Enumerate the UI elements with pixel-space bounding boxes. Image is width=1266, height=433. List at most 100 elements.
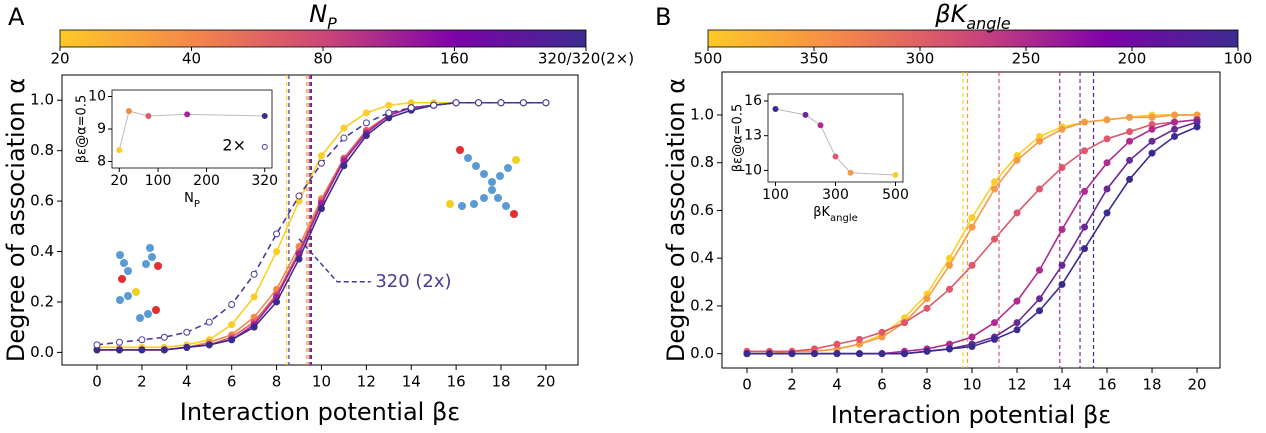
data-point bbox=[991, 319, 999, 327]
data-point bbox=[1171, 125, 1179, 133]
data-point bbox=[991, 178, 999, 186]
inset-point bbox=[184, 111, 191, 118]
data-point bbox=[273, 248, 281, 256]
annotation: 320 (2x) bbox=[375, 271, 451, 292]
colorbar-tick-label: 200 bbox=[1118, 50, 1147, 68]
y-tick-label: 0.4 bbox=[30, 242, 54, 260]
data-point bbox=[923, 347, 931, 355]
data-point bbox=[295, 255, 303, 263]
data-point bbox=[295, 192, 303, 200]
data-point bbox=[968, 333, 976, 341]
inset-y-label: βε@α=0.5 bbox=[75, 95, 90, 163]
data-point bbox=[1193, 123, 1201, 131]
inset-point bbox=[847, 169, 854, 176]
x-tick-label: 2 bbox=[137, 373, 147, 391]
y-tick-label: 1.0 bbox=[690, 105, 714, 123]
data-point bbox=[833, 350, 841, 358]
data-point bbox=[1103, 209, 1111, 217]
inset-y-tick-label: 8 bbox=[97, 154, 106, 170]
plot-frame bbox=[721, 71, 1221, 369]
data-point bbox=[362, 119, 370, 127]
colorbar-tick-label: 20 bbox=[50, 50, 69, 68]
x-tick-label: 16 bbox=[1097, 376, 1116, 394]
y-tick-label: 1.0 bbox=[30, 91, 54, 109]
data-point bbox=[878, 350, 886, 358]
data-point bbox=[497, 99, 505, 107]
data-point bbox=[340, 124, 348, 132]
data-point bbox=[1148, 149, 1156, 157]
data-point bbox=[1081, 147, 1089, 155]
data-point bbox=[1058, 163, 1066, 171]
colorbar-title: βKangle bbox=[934, 0, 1011, 33]
data-point bbox=[1126, 113, 1134, 121]
inset-x-label: NP bbox=[184, 191, 200, 210]
x-tick-label: 14 bbox=[1052, 376, 1071, 394]
x-tick-label: 18 bbox=[491, 373, 510, 391]
data-point bbox=[968, 214, 976, 222]
data-point bbox=[273, 298, 281, 306]
data-point bbox=[1058, 280, 1066, 288]
x-tick-label: 18 bbox=[1142, 376, 1161, 394]
data-point bbox=[385, 109, 393, 117]
colorbar bbox=[707, 29, 1239, 48]
data-point bbox=[946, 254, 954, 262]
data-point bbox=[1013, 156, 1021, 164]
data-point bbox=[1036, 266, 1044, 274]
x-tick-label: 6 bbox=[877, 376, 887, 394]
data-point bbox=[1103, 135, 1111, 143]
colorbar-title: NP bbox=[309, 0, 337, 33]
colorbar bbox=[59, 29, 587, 48]
x-tick-label: 20 bbox=[1187, 376, 1206, 394]
colorbar-tick-label: 40 bbox=[182, 50, 201, 68]
data-point bbox=[317, 205, 325, 213]
inset-x-label-sub: P bbox=[194, 199, 200, 210]
inset-x-label-main: N bbox=[184, 191, 194, 206]
data-point bbox=[1081, 187, 1089, 195]
inset-x-label: βKangle bbox=[813, 205, 858, 224]
data-point bbox=[519, 99, 527, 107]
y-tick-label: 0.2 bbox=[690, 296, 714, 314]
data-point bbox=[228, 300, 236, 308]
inset-x-tick-label: 320 bbox=[251, 173, 278, 189]
inset-y-label: βε@α=0.5 bbox=[731, 104, 746, 172]
data-point bbox=[138, 346, 146, 354]
inset-point bbox=[802, 111, 809, 118]
data-point bbox=[362, 109, 370, 117]
x-tick-label: 12 bbox=[357, 373, 376, 391]
data-point bbox=[991, 185, 999, 193]
y-tick-label: 0.6 bbox=[690, 201, 714, 219]
x-tick-label: 20 bbox=[536, 373, 555, 391]
colorbar-title-sub: P bbox=[327, 14, 337, 33]
inset-frame bbox=[111, 89, 273, 169]
data-point bbox=[340, 162, 348, 170]
data-point bbox=[901, 319, 909, 327]
data-point bbox=[160, 346, 168, 354]
inset-point bbox=[125, 108, 132, 115]
data-point bbox=[991, 235, 999, 243]
x-tick-label: 12 bbox=[1007, 376, 1026, 394]
data-point bbox=[1058, 226, 1066, 234]
data-point bbox=[901, 350, 909, 358]
data-point bbox=[1036, 185, 1044, 193]
data-point bbox=[183, 343, 191, 351]
x-tick-label: 14 bbox=[402, 373, 421, 391]
data-point bbox=[205, 318, 213, 326]
inset-annotation: 2× bbox=[222, 136, 246, 155]
colorbar-tick-label: 250 bbox=[1012, 50, 1041, 68]
data-point bbox=[1036, 137, 1044, 145]
y-tick-label: 0.8 bbox=[30, 141, 54, 159]
data-point bbox=[1013, 319, 1021, 327]
data-point bbox=[1171, 132, 1179, 140]
data-point bbox=[1058, 125, 1066, 133]
colorbar-tick-label: 350 bbox=[800, 50, 829, 68]
data-point bbox=[1126, 137, 1134, 145]
data-point bbox=[855, 350, 863, 358]
x-tick-label: 10 bbox=[962, 376, 981, 394]
data-point bbox=[968, 223, 976, 231]
data-point bbox=[340, 134, 348, 142]
panel-letter: B bbox=[655, 3, 671, 31]
x-tick-label: 8 bbox=[922, 376, 932, 394]
data-point bbox=[1103, 159, 1111, 167]
x-tick-label: 4 bbox=[182, 373, 192, 391]
